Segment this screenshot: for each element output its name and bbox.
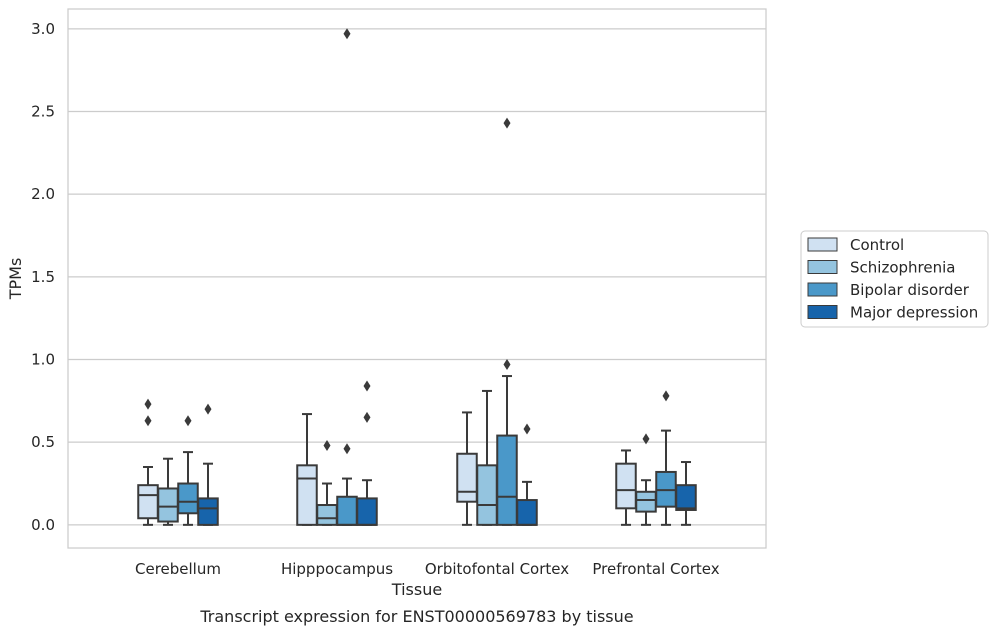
box-iqr — [675, 484, 697, 511]
box-plot — [197, 403, 219, 526]
box-plot — [496, 117, 518, 526]
box-plot — [635, 433, 657, 526]
y-axis-label: TPMs — [6, 258, 25, 301]
outlier-point — [363, 411, 371, 423]
box-plot — [336, 28, 358, 526]
legend-entry: Schizophrenia — [807, 259, 955, 277]
x-axis-label: Tissue — [391, 580, 442, 599]
outlier-point — [503, 358, 511, 370]
outlier-point — [343, 28, 351, 40]
y-tick-label: 3.0 — [31, 20, 55, 38]
legend-label: Bipolar disorder — [850, 281, 970, 299]
x-tick-label: Hipppocampus — [281, 560, 393, 578]
y-tick-label: 2.0 — [31, 185, 55, 203]
box-plot — [615, 449, 637, 526]
box-iqr — [137, 484, 159, 520]
legend-frame — [800, 230, 989, 328]
plot-frame — [67, 8, 767, 549]
outlier-point — [503, 117, 511, 129]
box-iqr — [496, 434, 518, 526]
box-iqr — [456, 452, 478, 503]
box-iqr — [336, 495, 358, 526]
x-tick-label: Cerebellum — [135, 560, 221, 578]
box-plot — [157, 457, 179, 526]
legend-label: Control — [850, 236, 904, 254]
y-tick-label: 2.5 — [31, 103, 55, 121]
outlier-point — [662, 390, 670, 402]
y-tick-label: 1.5 — [31, 268, 55, 286]
box-plot — [177, 415, 199, 526]
outlier-point — [343, 443, 351, 455]
outlier-point — [204, 403, 212, 415]
box-iqr — [356, 497, 378, 526]
box-iqr — [516, 499, 538, 526]
box-plot — [675, 461, 697, 526]
box-plot — [516, 423, 538, 526]
box-plot — [296, 413, 318, 526]
box-series — [137, 28, 697, 526]
box-plot — [456, 411, 478, 526]
legend-entry: Control — [807, 236, 904, 254]
outlier-point — [184, 415, 192, 427]
outlier-point — [323, 439, 331, 451]
grid-lines — [68, 28, 766, 526]
legend-label: Major depression — [850, 304, 978, 322]
legend-swatch — [807, 237, 838, 252]
box-iqr — [296, 464, 318, 526]
legend-swatch — [807, 282, 838, 297]
series-bipolar-disorder — [177, 28, 677, 526]
legend-entry: Major depression — [807, 304, 978, 322]
outlier-point — [642, 433, 650, 445]
box-iqr — [177, 482, 199, 515]
x-tick-label: Orbitofontal Cortex — [425, 560, 569, 578]
legend-swatch — [807, 305, 838, 319]
legend-swatch — [807, 260, 838, 274]
legend-label: Schizophrenia — [850, 259, 955, 277]
y-tick-label: 0.5 — [31, 433, 55, 451]
outlier-point — [363, 380, 371, 392]
series-schizophrenia — [157, 389, 657, 526]
x-tick-label: Prefrontal Cortex — [592, 560, 719, 578]
box-plot — [655, 390, 677, 526]
outlier-point — [144, 415, 152, 427]
box-iqr — [197, 497, 219, 526]
legend-items: Control Schizophrenia Bipolar disorder Majo… — [807, 236, 978, 322]
box-plot — [356, 380, 378, 526]
box-iqr — [615, 462, 637, 510]
box-plot — [316, 439, 338, 526]
series-major-depression — [197, 380, 697, 526]
box-iqr — [316, 504, 338, 526]
outlier-point — [523, 423, 531, 435]
y-tick-label: 0.0 — [31, 516, 55, 534]
box-iqr — [476, 464, 498, 526]
legend-entry: Bipolar disorder — [807, 281, 970, 299]
series-control — [137, 398, 637, 526]
box-iqr — [157, 487, 179, 523]
y-tick-label: 1.0 — [31, 351, 55, 369]
chart-caption: Transcript expression for ENST0000056978… — [199, 607, 633, 626]
x-axis-ticks: Cerebellum Hipppocampus Orbitofontal Corte… — [135, 560, 720, 578]
box-iqr — [635, 490, 657, 513]
legend: Control Schizophrenia Bipolar disorder Majo… — [800, 230, 989, 328]
box-plot — [137, 398, 159, 526]
outlier-point — [144, 398, 152, 410]
box-plot — [476, 389, 498, 526]
y-axis-ticks: 0.0 0.5 1.0 1.5 2.0 2.5 3.0 — [31, 20, 55, 534]
